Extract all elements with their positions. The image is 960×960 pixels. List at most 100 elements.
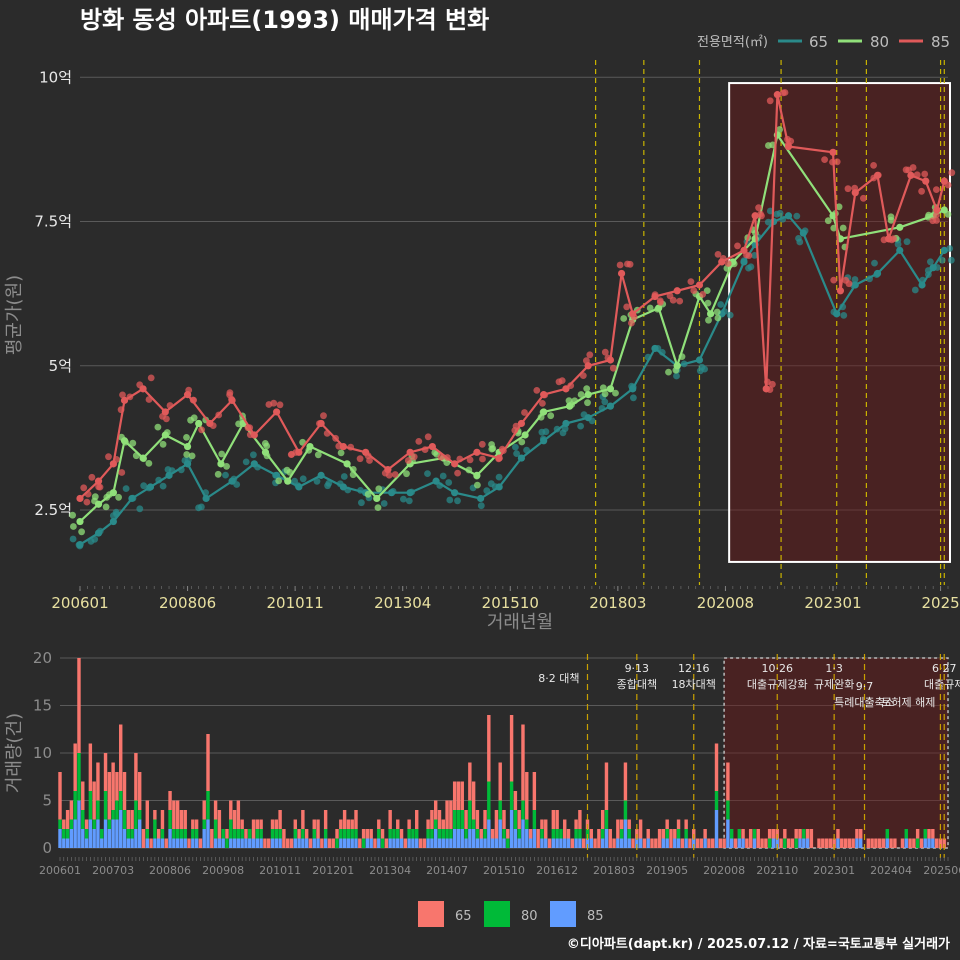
volume-bar-85 bbox=[350, 838, 354, 848]
price-transaction-dot-80 bbox=[275, 477, 283, 485]
price-transaction-dot-80 bbox=[887, 213, 895, 221]
price-point-85 bbox=[933, 206, 941, 214]
price-transaction-dot-80 bbox=[188, 452, 196, 460]
price-transaction-dot-85 bbox=[844, 185, 852, 193]
event-label: 10·26 bbox=[761, 662, 793, 675]
price-y-tick: 10억 bbox=[39, 68, 72, 86]
volume-y-tick: 5 bbox=[42, 792, 52, 810]
price-transaction-dot-85 bbox=[539, 400, 546, 407]
price-transaction-dot-80 bbox=[349, 466, 357, 473]
price-transaction-dot-80 bbox=[140, 455, 148, 463]
volume-bar-65 bbox=[695, 838, 700, 848]
price-transaction-dot-80 bbox=[223, 463, 231, 470]
price-transaction-dot-65 bbox=[477, 502, 485, 510]
volume-bar-65 bbox=[297, 829, 301, 839]
volume-bar-65 bbox=[77, 658, 81, 753]
volume-bar-65 bbox=[847, 838, 852, 848]
volume-bar-85 bbox=[494, 838, 499, 848]
volume-bar-65 bbox=[58, 772, 62, 820]
price-transaction-dot-65 bbox=[446, 496, 454, 504]
volume-bar-85 bbox=[217, 838, 222, 848]
volume-bar-80 bbox=[559, 829, 563, 839]
volume-bar-80 bbox=[392, 829, 396, 839]
volume-bar-65 bbox=[912, 838, 916, 848]
volume-bar-65 bbox=[206, 734, 210, 791]
price-transaction-dot-65 bbox=[598, 405, 606, 412]
volume-bar-65 bbox=[673, 829, 677, 839]
volume-bar-65 bbox=[642, 838, 647, 848]
volume-bar-85 bbox=[566, 838, 571, 848]
volume-bar-65 bbox=[92, 781, 96, 820]
volume-bar-85 bbox=[771, 838, 776, 848]
price-transaction-dot-85 bbox=[163, 415, 170, 423]
price-transaction-dot-85 bbox=[366, 457, 373, 464]
price-transaction-dot-65 bbox=[840, 312, 848, 319]
price-transaction-dot-85 bbox=[421, 446, 429, 453]
volume-x-tick: 202301 bbox=[813, 864, 855, 877]
price-transaction-dot-65 bbox=[424, 470, 431, 477]
volume-bar-65 bbox=[373, 838, 377, 848]
volume-bar-85 bbox=[103, 819, 108, 848]
price-transaction-dot-80 bbox=[925, 211, 933, 219]
volume-bar-85 bbox=[274, 838, 279, 848]
volume-bar-80 bbox=[430, 829, 434, 839]
volume-bar-85 bbox=[248, 838, 252, 848]
volume-bar-80 bbox=[73, 791, 77, 820]
volume-bar-85 bbox=[540, 838, 544, 848]
price-transaction-dot-85 bbox=[830, 276, 838, 284]
volume-bar-85 bbox=[619, 838, 624, 848]
volume-bar-80 bbox=[172, 829, 176, 839]
volume-bar-65 bbox=[316, 819, 320, 839]
volume-x-tick: 200806 bbox=[149, 864, 191, 877]
price-transaction-dot-65 bbox=[580, 411, 588, 418]
volume-bar-85 bbox=[729, 838, 734, 848]
price-point-80 bbox=[896, 223, 904, 231]
price-point-80 bbox=[217, 460, 225, 468]
volume-bar-65 bbox=[365, 829, 370, 839]
volume-bar-80 bbox=[487, 781, 491, 820]
volume-bar-85 bbox=[676, 838, 681, 848]
price-transaction-dot-85 bbox=[567, 382, 575, 389]
price-transaction-dot-85 bbox=[391, 471, 399, 478]
price-transaction-dot-80 bbox=[465, 466, 473, 474]
volume-bar-80 bbox=[468, 800, 472, 829]
price-transaction-dot-85 bbox=[541, 391, 549, 399]
price-transaction-dot-85 bbox=[583, 357, 590, 365]
volume-bar-65 bbox=[874, 838, 878, 848]
price-transaction-dot-65 bbox=[358, 499, 365, 507]
price-point-80 bbox=[195, 419, 203, 428]
price-transaction-dot-80 bbox=[69, 511, 76, 519]
volume-bar-80 bbox=[293, 829, 297, 839]
volume-bar-65 bbox=[589, 829, 593, 839]
price-transaction-dot-80 bbox=[78, 528, 85, 536]
volume-bar-65 bbox=[354, 810, 358, 829]
price-transaction-dot-65 bbox=[140, 482, 148, 490]
price-transaction-dot-85 bbox=[755, 204, 762, 212]
volume-bar-85 bbox=[69, 829, 74, 848]
legend-text-85: 85 bbox=[587, 909, 604, 924]
volume-bar-85 bbox=[65, 838, 70, 848]
volume-bar-85 bbox=[297, 838, 301, 848]
volume-bar-65 bbox=[593, 838, 597, 848]
price-transaction-dot-85 bbox=[356, 455, 364, 463]
legend-label-65: 65 bbox=[809, 33, 828, 51]
price-transaction-dot-80 bbox=[115, 493, 122, 501]
price-transaction-dot-85 bbox=[126, 393, 134, 401]
price-x-tick: 201803 bbox=[589, 594, 646, 612]
volume-bar-85 bbox=[475, 838, 480, 848]
volume-bar-65 bbox=[479, 829, 483, 839]
volume-bar-80 bbox=[301, 829, 305, 839]
price-point-85 bbox=[451, 460, 459, 468]
volume-bar-65 bbox=[790, 838, 795, 848]
volume-bar-65 bbox=[517, 810, 521, 829]
volume-bar-65 bbox=[119, 724, 123, 791]
price-transaction-dot-85 bbox=[118, 469, 126, 476]
price-transaction-dot-85 bbox=[80, 484, 88, 492]
volume-bar-65 bbox=[722, 838, 726, 848]
volume-bar-65 bbox=[225, 829, 229, 839]
volume-bar-65 bbox=[229, 800, 233, 820]
price-transaction-dot-85 bbox=[948, 169, 956, 177]
price-transaction-dot-65 bbox=[136, 505, 144, 513]
price-transaction-dot-80 bbox=[665, 368, 672, 376]
volume-bar-80 bbox=[115, 800, 119, 820]
